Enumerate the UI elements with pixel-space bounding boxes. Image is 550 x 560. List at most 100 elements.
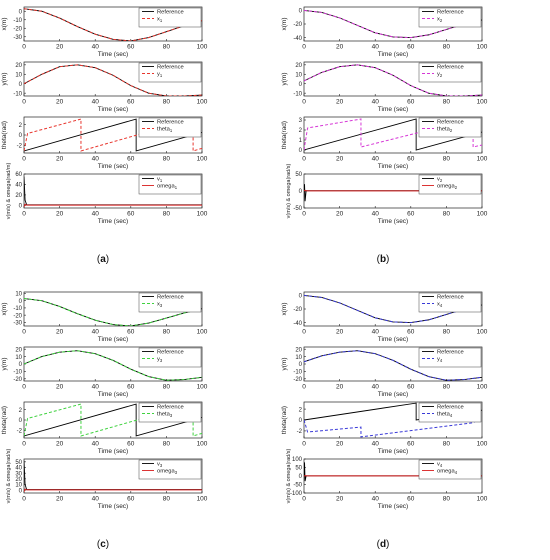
x-axis-label: Time (sec) bbox=[378, 218, 408, 225]
y-tick-label: 1 bbox=[299, 138, 303, 144]
x-tick-label: 40 bbox=[372, 329, 380, 336]
x-tick-label: 60 bbox=[407, 384, 415, 391]
x-tick-label: 0 bbox=[302, 329, 306, 336]
x-tick-label: 100 bbox=[197, 44, 208, 51]
x-tick-label: 100 bbox=[197, 496, 208, 503]
x-tick-label: 40 bbox=[92, 99, 100, 106]
series-line-1 bbox=[24, 403, 202, 437]
series-line-1 bbox=[24, 8, 202, 41]
legend-entry: Reference bbox=[437, 350, 464, 356]
y-axis-label: theta(rad) bbox=[1, 406, 8, 434]
legend-entry: theta2 bbox=[437, 127, 453, 134]
x-tick-label: 40 bbox=[372, 384, 380, 391]
y-tick-label: 2 bbox=[19, 408, 23, 414]
x-tick-label: 20 bbox=[336, 156, 344, 163]
x-tick-label: 60 bbox=[127, 496, 135, 503]
x-tick-label: 20 bbox=[56, 496, 64, 503]
x-tick-label: 20 bbox=[336, 329, 344, 336]
y-tick-label: -20 bbox=[293, 377, 302, 383]
legend-entry: x4 bbox=[437, 302, 443, 309]
x-tick-label: 80 bbox=[443, 329, 451, 336]
legend-box bbox=[418, 117, 482, 138]
y-axis-label: theta(rad) bbox=[281, 406, 288, 434]
x-tick-label: 40 bbox=[92, 329, 100, 336]
series-line-1 bbox=[304, 189, 482, 192]
legend-box bbox=[138, 62, 202, 83]
legend-box bbox=[138, 402, 202, 423]
x-tick-label: 0 bbox=[22, 329, 26, 336]
y-tick-label: 30 bbox=[15, 471, 22, 477]
x-axis-label: Time (sec) bbox=[98, 391, 128, 398]
legend-entry: theta3 bbox=[157, 412, 173, 419]
x-tick-label: 80 bbox=[443, 44, 451, 51]
y-tick-label: -10 bbox=[293, 91, 302, 97]
legend-entry: Reference bbox=[157, 65, 184, 71]
y-tick-label: 2 bbox=[299, 128, 303, 134]
y-tick-label: -10 bbox=[13, 91, 22, 97]
y-tick-label: 0 bbox=[299, 148, 303, 154]
y-tick-label: 50 bbox=[295, 172, 302, 178]
x-tick-label: 100 bbox=[477, 99, 488, 106]
y-axis-label: y(m) bbox=[281, 358, 288, 371]
x-tick-label: 0 bbox=[22, 441, 26, 448]
x-tick-label: 40 bbox=[92, 211, 100, 218]
x-tick-label: 20 bbox=[336, 44, 344, 51]
x-tick-label: 0 bbox=[22, 156, 26, 163]
x-tick-label: 60 bbox=[127, 156, 135, 163]
y-axis-label: v(m/s) & omega(rad/s) bbox=[286, 448, 292, 503]
legend-entry: omega2 bbox=[437, 184, 458, 191]
legend-entry: x3 bbox=[157, 302, 163, 309]
x-tick-label: 20 bbox=[56, 211, 64, 218]
series-line-1 bbox=[24, 118, 202, 152]
x-tick-label: 100 bbox=[197, 441, 208, 448]
subplot-1-2: 0 20 40 60 80 100 3 2 1 0 Time (sec) theta(rad) Refe… bbox=[281, 116, 488, 170]
y-tick-label: -2 bbox=[17, 143, 23, 149]
y-axis-label: x(m) bbox=[1, 18, 8, 31]
x-tick-label: 100 bbox=[477, 441, 488, 448]
legend-entry: y2 bbox=[437, 72, 443, 79]
x-tick-label: 40 bbox=[92, 496, 100, 503]
y-tick-label: 50 bbox=[15, 460, 22, 466]
y-tick-label: -30 bbox=[13, 321, 22, 327]
legend-entry: Reference bbox=[157, 120, 184, 126]
x-tick-label: 100 bbox=[477, 156, 488, 163]
series-line-1 bbox=[304, 118, 482, 151]
subplot-0-0: 0 20 40 60 80 100 0 -10 -20 -30 Time (sec) x(m) Refe… bbox=[1, 6, 208, 58]
y-tick-label: 10 bbox=[15, 72, 22, 78]
y-tick-label: 0 bbox=[299, 294, 303, 300]
x-tick-label: 60 bbox=[407, 329, 415, 336]
y-tick-label: -20 bbox=[293, 307, 302, 313]
x-tick-label: 40 bbox=[372, 211, 380, 218]
x-tick-label: 40 bbox=[372, 496, 380, 503]
x-tick-label: 0 bbox=[302, 384, 306, 391]
y-tick-label: 0 bbox=[19, 204, 23, 210]
panel-label: (b) bbox=[377, 254, 390, 265]
x-tick-label: 100 bbox=[197, 329, 208, 336]
x-tick-label: 80 bbox=[443, 384, 451, 391]
legend-box bbox=[418, 402, 482, 423]
legend-box bbox=[418, 347, 482, 368]
legend-entry: omega4 bbox=[437, 469, 458, 476]
x-tick-label: 60 bbox=[407, 441, 415, 448]
legend-box bbox=[138, 117, 202, 138]
x-axis-label: Time (sec) bbox=[98, 336, 128, 343]
legend-entry: Reference bbox=[157, 10, 184, 16]
y-tick-label: 40 bbox=[15, 183, 22, 189]
x-tick-label: 80 bbox=[443, 99, 451, 106]
y-tick-label: -2 bbox=[297, 429, 303, 435]
y-tick-label: 60 bbox=[15, 172, 22, 178]
y-tick-label: -30 bbox=[13, 35, 22, 41]
x-tick-label: 40 bbox=[372, 44, 380, 51]
legend-entry: omega3 bbox=[157, 469, 178, 476]
